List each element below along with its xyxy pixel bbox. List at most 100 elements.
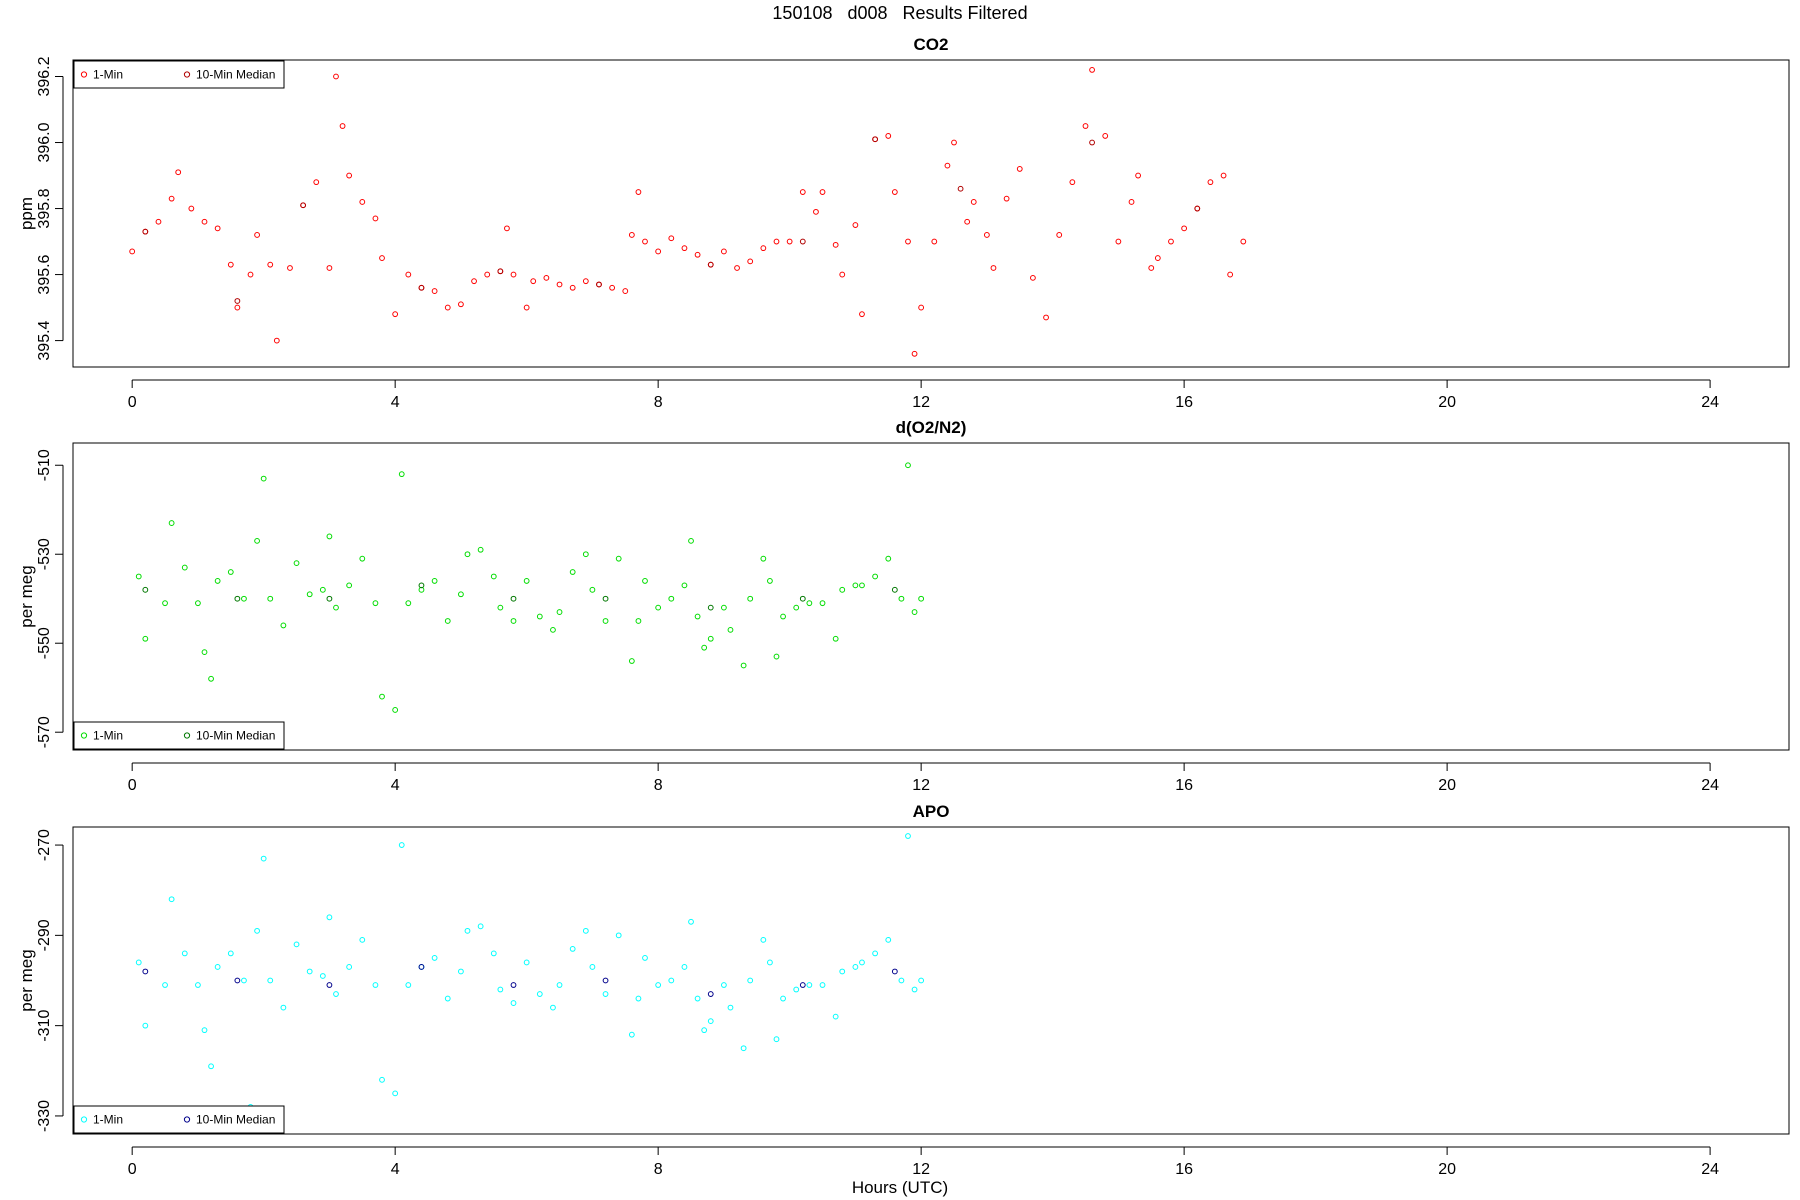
apo-data-point bbox=[359, 936, 366, 943]
co2-x-tick-label: 20 bbox=[1438, 394, 1456, 411]
co2-data-point bbox=[273, 337, 280, 344]
o2n2-data-point bbox=[398, 471, 405, 478]
co2-data-point bbox=[1056, 232, 1063, 238]
o2n2-data-point bbox=[655, 604, 662, 611]
apo-data-point bbox=[905, 833, 911, 839]
co2-data-point bbox=[510, 271, 517, 278]
o2n2-data-point bbox=[201, 649, 208, 656]
co2-data-point bbox=[333, 73, 339, 80]
co2-data-point bbox=[799, 189, 806, 195]
o2n2-data-point bbox=[379, 693, 385, 700]
co2-x-tick-label: 24 bbox=[1701, 394, 1719, 411]
co2-data-point bbox=[1089, 67, 1095, 73]
apo-data-point bbox=[142, 968, 149, 975]
apo-data-point bbox=[701, 1027, 708, 1034]
o2n2-data-point bbox=[306, 591, 313, 598]
apo-data-point bbox=[497, 986, 504, 993]
co2-data-point bbox=[983, 232, 990, 238]
co2-data-point bbox=[444, 304, 451, 311]
co2-data-point bbox=[339, 123, 346, 129]
co2-data-point bbox=[1082, 123, 1089, 129]
apo-data-point bbox=[523, 959, 530, 966]
o2n2-data-point bbox=[477, 546, 484, 553]
o2n2-data-point bbox=[918, 595, 925, 602]
co2-data-point bbox=[155, 218, 162, 225]
apo-data-point bbox=[293, 941, 300, 948]
o2n2-data-point bbox=[852, 582, 859, 589]
o2n2-x-tick-label: 4 bbox=[391, 777, 400, 794]
apo-y-tick-label: -330 bbox=[36, 1100, 53, 1132]
co2-data-point bbox=[379, 255, 385, 261]
co2-data-point bbox=[326, 265, 333, 271]
o2n2-panel: d(O2/N2) 0 4 8 12 16 20 24 -510 -530 -550 -570 per m… bbox=[17, 418, 1790, 794]
apo-data-point bbox=[773, 1036, 780, 1043]
o2n2-data-point bbox=[707, 604, 714, 611]
co2-y-tick-label: 396.2 bbox=[36, 56, 53, 96]
apo-data-point bbox=[740, 1045, 747, 1052]
co2-plot-frame bbox=[72, 59, 1790, 368]
co2-data-point bbox=[1207, 179, 1214, 186]
apo-data-point bbox=[510, 1000, 517, 1006]
co2-data-point bbox=[786, 238, 793, 245]
apo-data-point bbox=[582, 927, 589, 934]
o2n2-y-tick-label: -570 bbox=[36, 716, 53, 748]
co2-data-point bbox=[642, 238, 648, 245]
o2n2-data-point bbox=[280, 622, 287, 629]
co2-data-point bbox=[1043, 314, 1049, 321]
apo-data-point bbox=[346, 964, 353, 970]
co2-y-axis-label: ppm bbox=[17, 197, 36, 230]
o2n2-data-point bbox=[359, 555, 366, 562]
o2n2-data-point bbox=[885, 555, 892, 562]
apo-series-ten-min-median bbox=[142, 964, 898, 997]
co2-data-point bbox=[635, 189, 642, 195]
co2-data-point bbox=[872, 136, 879, 143]
apo-data-point bbox=[181, 950, 188, 957]
o2n2-data-point bbox=[267, 595, 274, 602]
apo-data-point bbox=[490, 950, 497, 957]
o2n2-data-point bbox=[832, 635, 839, 642]
apo-data-point bbox=[780, 995, 786, 1002]
apo-data-point bbox=[727, 1004, 734, 1011]
co2-data-point bbox=[707, 261, 714, 268]
o2n2-data-point bbox=[582, 551, 589, 558]
o2n2-data-point bbox=[872, 573, 879, 580]
o2n2-data-point bbox=[799, 595, 806, 602]
apo-data-point bbox=[260, 855, 267, 862]
o2n2-y-axis-label: per meg bbox=[17, 565, 36, 627]
co2-data-point bbox=[1148, 265, 1155, 271]
co2-data-point bbox=[596, 281, 602, 288]
co2-data-point bbox=[951, 139, 957, 146]
o2n2-data-point bbox=[681, 582, 688, 589]
o2n2-data-point bbox=[773, 653, 780, 660]
o2n2-data-point bbox=[615, 555, 622, 562]
o2n2-data-point bbox=[780, 613, 786, 620]
o2n2-data-point bbox=[569, 569, 576, 575]
apo-data-point bbox=[707, 1018, 714, 1025]
co2-data-point bbox=[530, 278, 537, 285]
o2n2-legend-label: 10-Min Median bbox=[196, 729, 275, 743]
apo-data-point bbox=[760, 936, 767, 943]
o2n2-data-point bbox=[142, 586, 149, 593]
apo-data-point bbox=[195, 982, 201, 988]
co2-data-point bbox=[819, 189, 826, 195]
co2-data-point bbox=[622, 288, 629, 294]
co2-data-point bbox=[405, 271, 412, 278]
apo-data-point bbox=[405, 982, 412, 988]
apo-legend: 1-Min 10-Min Median bbox=[73, 1105, 285, 1134]
apo-panel: APO 0 4 8 12 16 20 24 -270 -290 -310 -330 per meg 1-M… bbox=[17, 802, 1790, 1178]
co2-data-point bbox=[1181, 225, 1188, 232]
apo-data-point bbox=[918, 977, 925, 984]
co2-data-point bbox=[852, 222, 859, 228]
apo-data-point bbox=[464, 927, 471, 934]
co2-data-point bbox=[300, 202, 307, 209]
apo-x-tick-label: 12 bbox=[912, 1161, 930, 1178]
co2-data-point bbox=[267, 261, 274, 268]
co2-data-point bbox=[1227, 271, 1234, 278]
apo-legend-label: 1-Min bbox=[93, 1113, 123, 1127]
apo-data-point bbox=[201, 1027, 208, 1034]
o2n2-data-point bbox=[556, 609, 563, 615]
co2-data-point bbox=[839, 271, 846, 278]
o2n2-data-point bbox=[260, 475, 267, 482]
o2n2-data-point bbox=[589, 586, 596, 593]
